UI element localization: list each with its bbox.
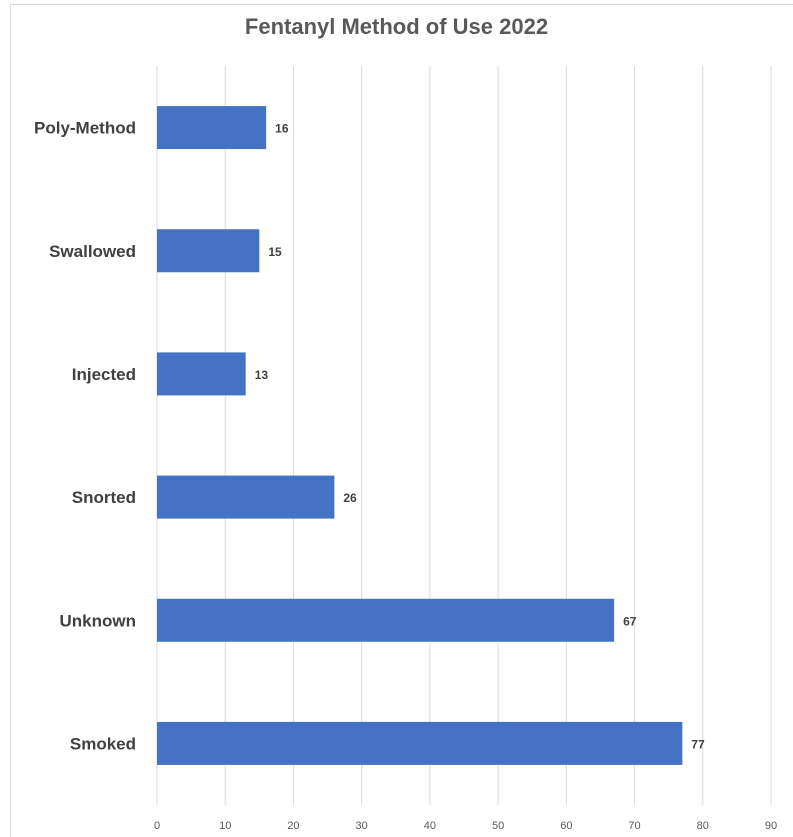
category-label: Unknown	[60, 611, 137, 630]
data-label: 26	[343, 491, 357, 505]
x-tick-label: 20	[287, 820, 299, 832]
x-tick-label: 40	[424, 820, 436, 832]
data-label: 67	[623, 614, 637, 628]
bar-unknown	[157, 598, 615, 642]
data-label: 13	[255, 368, 269, 382]
data-label: 15	[268, 245, 282, 259]
x-tick-label: 60	[560, 820, 572, 832]
x-tick-label: 0	[154, 820, 160, 832]
x-tick-label: 30	[356, 820, 368, 832]
chart-title: Fentanyl Method of Use 2022	[244, 14, 549, 39]
category-label: Swallowed	[49, 242, 136, 261]
bar-smoked	[157, 721, 683, 765]
category-label: Smoked	[70, 734, 136, 753]
data-label: 77	[691, 737, 705, 751]
data-label: 16	[275, 122, 289, 136]
x-tick-label: 50	[492, 820, 504, 832]
category-label: Snorted	[72, 488, 136, 507]
bar-injected	[157, 352, 246, 396]
category-label: Injected	[72, 365, 136, 384]
bar-swallowed	[157, 229, 260, 273]
x-tick-label: 90	[765, 820, 777, 832]
bar-snorted	[157, 475, 335, 519]
x-tick-label: 80	[697, 820, 709, 832]
x-tick-label: 10	[219, 820, 231, 832]
bar-poly-method	[157, 106, 267, 150]
category-label: Poly-Method	[34, 119, 136, 138]
chart-frame	[10, 4, 793, 837]
x-tick-label: 70	[628, 820, 640, 832]
